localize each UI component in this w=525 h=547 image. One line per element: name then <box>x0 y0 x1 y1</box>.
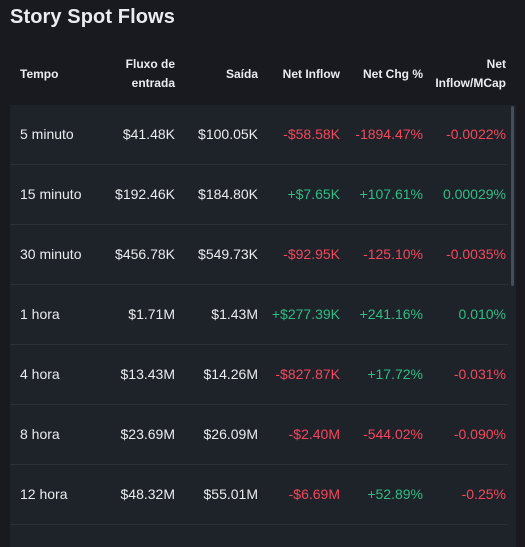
cell-time: 12 hora <box>20 486 68 502</box>
cell-outflow: $100.05K <box>198 126 258 142</box>
page-title: Story Spot Flows <box>10 6 175 28</box>
cell-time: 8 hora <box>20 426 60 442</box>
cell-inflow: $41.48K <box>122 126 175 142</box>
table-row[interactable]: 5 minuto $41.48K $100.05K -$58.58K -1894.47%… <box>10 105 508 165</box>
cell-outflow: $55.01M <box>203 486 258 502</box>
column-header-net-inflow[interactable]: Net Inflow <box>282 67 340 81</box>
column-header-mcap-line2[interactable]: Inflow/MCap <box>435 76 506 90</box>
cell-net-inflow: -$2.40M <box>288 426 340 442</box>
table-row[interactable]: 30 minuto $456.78K $549.73K -$92.95K -125.10… <box>10 225 508 285</box>
cell-net-inflow-mcap: 0.010% <box>458 306 506 322</box>
cell-inflow: $1.71M <box>128 306 175 322</box>
cell-net-inflow: -$827.87K <box>275 366 340 382</box>
cell-net-inflow: -$58.58K <box>283 126 340 142</box>
cell-net-inflow-mcap: -0.031% <box>453 366 506 382</box>
cell-net-chg: -1894.47% <box>355 126 423 142</box>
cell-net-chg: +241.16% <box>359 306 423 322</box>
cell-net-chg: +17.72% <box>367 366 423 382</box>
cell-net-chg: +107.61% <box>359 186 423 202</box>
column-header-mcap-line1[interactable]: Net <box>486 57 506 71</box>
cell-outflow: $184.80K <box>198 186 258 202</box>
cell-outflow: $14.26M <box>203 366 258 382</box>
flows-table: Tempo Fluxo de entrada Saída Net Inflow … <box>10 44 516 547</box>
cell-inflow: $456.78K <box>115 246 175 262</box>
cell-net-inflow-mcap: -0.0022% <box>446 126 506 142</box>
table-row[interactable]: 1 hora $1.71M $1.43M +$277.39K +241.16% 0.010… <box>10 285 508 345</box>
cell-time: 4 hora <box>20 366 60 382</box>
cell-time: 15 minuto <box>20 186 82 202</box>
cell-outflow: $26.09M <box>203 426 258 442</box>
cell-inflow: $192.46K <box>115 186 175 202</box>
table-header: Tempo Fluxo de entrada Saída Net Inflow … <box>10 44 516 105</box>
cell-net-inflow: -$92.95K <box>283 246 340 262</box>
cell-net-chg: +52.89% <box>367 486 423 502</box>
table-row[interactable]: 8 hora $23.69M $26.09M -$2.40M -544.02% -0.09… <box>10 405 508 465</box>
cell-time: 1 hora <box>20 306 60 322</box>
column-header-inflow-line1[interactable]: Fluxo de <box>125 57 175 71</box>
cell-net-inflow: -$6.69M <box>288 486 340 502</box>
cell-net-inflow: +$7.65K <box>287 186 340 202</box>
column-header-outflow[interactable]: Saída <box>225 67 258 81</box>
cell-inflow: $13.43M <box>120 366 175 382</box>
cell-net-chg: -125.10% <box>363 246 423 262</box>
cell-time: 30 minuto <box>20 246 82 262</box>
column-header-inflow-line2[interactable]: entrada <box>131 76 175 90</box>
table-row[interactable]: 4 hora $13.43M $14.26M -$827.87K +17.72% -0.0… <box>10 345 508 405</box>
cell-net-inflow: +$277.39K <box>271 306 340 322</box>
table-row[interactable]: 12 hora $48.32M $55.01M -$6.69M +52.89% -0.25… <box>10 465 508 525</box>
cell-outflow: $1.43M <box>211 306 258 322</box>
cell-net-inflow-mcap: -0.090% <box>453 426 506 442</box>
table-row[interactable]: 15 minuto $192.46K $184.80K +$7.65K +107.61%… <box>10 165 508 225</box>
cell-outflow: $549.73K <box>198 246 258 262</box>
cell-net-inflow-mcap: 0.00029% <box>442 186 506 202</box>
cell-time: 5 minuto <box>20 126 74 142</box>
cell-inflow: $23.69M <box>120 426 175 442</box>
column-header-time[interactable]: Tempo <box>20 67 59 81</box>
cell-net-inflow-mcap: -0.25% <box>461 486 506 502</box>
scrollbar[interactable] <box>511 106 514 286</box>
cell-net-chg: -544.02% <box>363 426 423 442</box>
cell-inflow: $48.32M <box>120 486 175 502</box>
column-header-net-chg[interactable]: Net Chg % <box>363 67 423 81</box>
cell-net-inflow-mcap: -0.0035% <box>446 246 506 262</box>
